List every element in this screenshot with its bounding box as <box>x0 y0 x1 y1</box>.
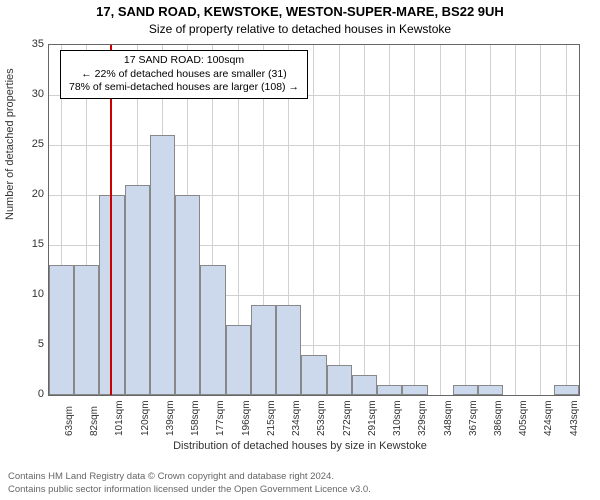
x-tick-label: 234sqm <box>291 400 302 436</box>
histogram-bar <box>352 375 377 395</box>
grid-line-v <box>364 45 365 395</box>
grid-line-v <box>389 45 390 395</box>
annotation-line-1: 17 SAND ROAD: 100sqm <box>69 54 299 68</box>
x-tick-label: 291sqm <box>367 400 378 436</box>
y-tick-label: 35 <box>14 38 44 50</box>
x-tick-label: 120sqm <box>140 400 151 436</box>
x-tick-label: 101sqm <box>114 400 125 436</box>
histogram-bar <box>150 135 175 395</box>
annotation-line-3: 78% of semi-detached houses are larger (… <box>69 81 299 95</box>
grid-line-v <box>440 45 441 395</box>
footer-line-2: Contains public sector information licen… <box>8 484 371 496</box>
histogram-bar <box>74 265 99 395</box>
y-tick-label: 20 <box>14 188 44 200</box>
y-tick-label: 15 <box>14 238 44 250</box>
grid-line-v <box>540 45 541 395</box>
footer-line-1: Contains HM Land Registry data © Crown c… <box>8 471 371 483</box>
x-tick-label: 424sqm <box>543 400 554 436</box>
x-tick-label: 139sqm <box>165 400 176 436</box>
x-tick-label: 82sqm <box>89 406 100 436</box>
x-tick-label: 177sqm <box>215 400 226 436</box>
x-tick-label: 405sqm <box>518 400 529 436</box>
x-tick-label: 215sqm <box>266 400 277 436</box>
page-title: 17, SAND ROAD, KEWSTOKE, WESTON-SUPER-MA… <box>0 4 600 19</box>
x-tick-label: 253sqm <box>316 400 327 436</box>
x-tick-label: 310sqm <box>392 400 403 436</box>
histogram-bar <box>478 385 503 395</box>
grid-line-v <box>566 45 567 395</box>
histogram-bar <box>49 265 74 395</box>
histogram-bar <box>276 305 301 395</box>
x-tick-label: 329sqm <box>417 400 428 436</box>
y-tick-label: 30 <box>14 88 44 100</box>
y-tick-label: 10 <box>14 288 44 300</box>
x-tick-label: 348sqm <box>443 400 454 436</box>
x-tick-label: 386sqm <box>493 400 504 436</box>
annotation-line-2: ← 22% of detached houses are smaller (31… <box>69 68 299 82</box>
grid-line-v <box>465 45 466 395</box>
x-tick-label: 272sqm <box>342 400 353 436</box>
histogram-bar <box>554 385 579 395</box>
histogram-bar <box>251 305 276 395</box>
grid-line-v <box>339 45 340 395</box>
x-tick-label: 367sqm <box>468 400 479 436</box>
y-tick-label: 0 <box>14 388 44 400</box>
x-axis-label: Distribution of detached houses by size … <box>0 440 600 452</box>
histogram-bar <box>125 185 150 395</box>
histogram-bar <box>327 365 352 395</box>
grid-line-v <box>515 45 516 395</box>
grid-line-v <box>490 45 491 395</box>
histogram-bar <box>226 325 251 395</box>
y-tick-label: 5 <box>14 338 44 350</box>
histogram-bar <box>200 265 225 395</box>
grid-line-v <box>414 45 415 395</box>
footer-attribution: Contains HM Land Registry data © Crown c… <box>8 471 371 496</box>
x-tick-label: 443sqm <box>569 400 580 436</box>
annotation-box: 17 SAND ROAD: 100sqm ← 22% of detached h… <box>60 50 308 99</box>
x-tick-label: 63sqm <box>64 406 75 436</box>
x-tick-label: 196sqm <box>241 400 252 436</box>
histogram-bar <box>402 385 427 395</box>
histogram-bar <box>175 195 200 395</box>
histogram-bar <box>377 385 402 395</box>
x-tick-label: 158sqm <box>190 400 201 436</box>
grid-line-v <box>313 45 314 395</box>
page-subtitle: Size of property relative to detached ho… <box>0 22 600 36</box>
y-tick-label: 25 <box>14 138 44 150</box>
histogram-bar <box>301 355 326 395</box>
histogram-bar <box>453 385 478 395</box>
